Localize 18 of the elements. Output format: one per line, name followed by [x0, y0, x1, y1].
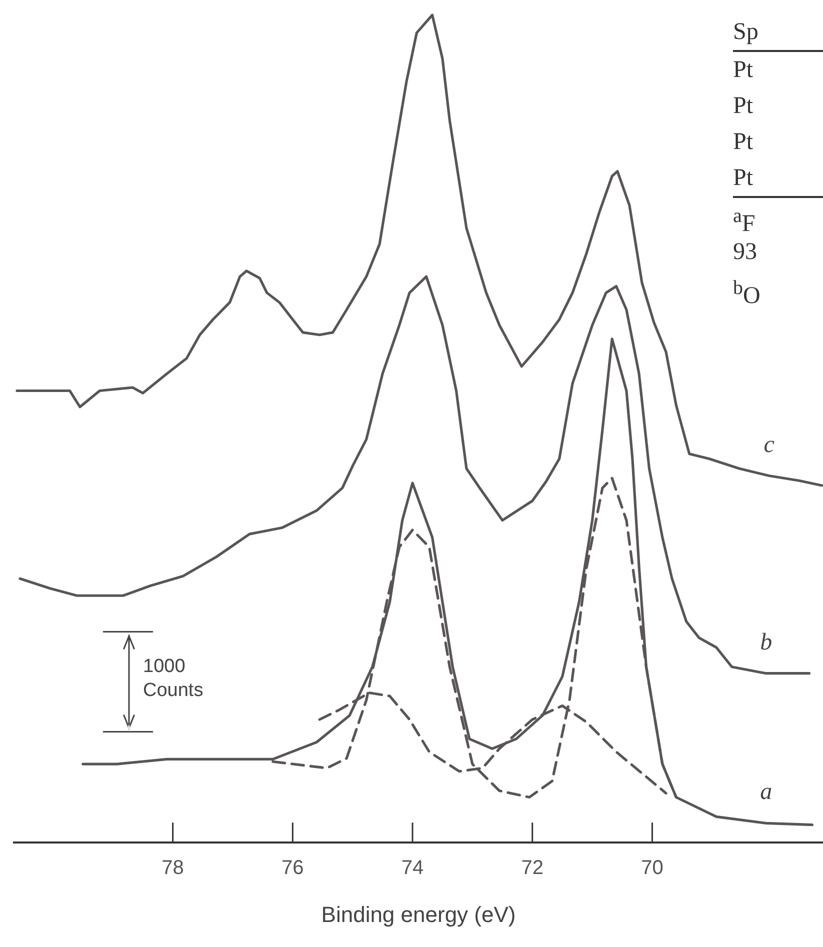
- series-label: a: [760, 779, 772, 806]
- x-tick-label: 72: [521, 857, 544, 880]
- annotation: Pt: [733, 128, 754, 157]
- annotation: $^{a}$F: [733, 196, 823, 237]
- annotation: Pt: [733, 50, 823, 88]
- x-tick-label: 76: [282, 857, 304, 880]
- annotation: $^{b}$O: [733, 276, 762, 309]
- series-label: b: [760, 629, 772, 656]
- annotation: 93: [733, 239, 757, 265]
- x-tick-label: 74: [401, 857, 424, 880]
- x-axis-title: Binding energy (eV): [321, 902, 516, 927]
- x-tick-label: 78: [162, 857, 184, 880]
- annotation: Pt: [733, 92, 754, 121]
- annotation: 1000 Counts: [143, 655, 204, 703]
- annotation: Sp: [733, 18, 760, 47]
- series-label: c: [764, 432, 775, 458]
- x-tick-label: 70: [641, 857, 664, 880]
- annotation: Pt: [733, 164, 754, 193]
